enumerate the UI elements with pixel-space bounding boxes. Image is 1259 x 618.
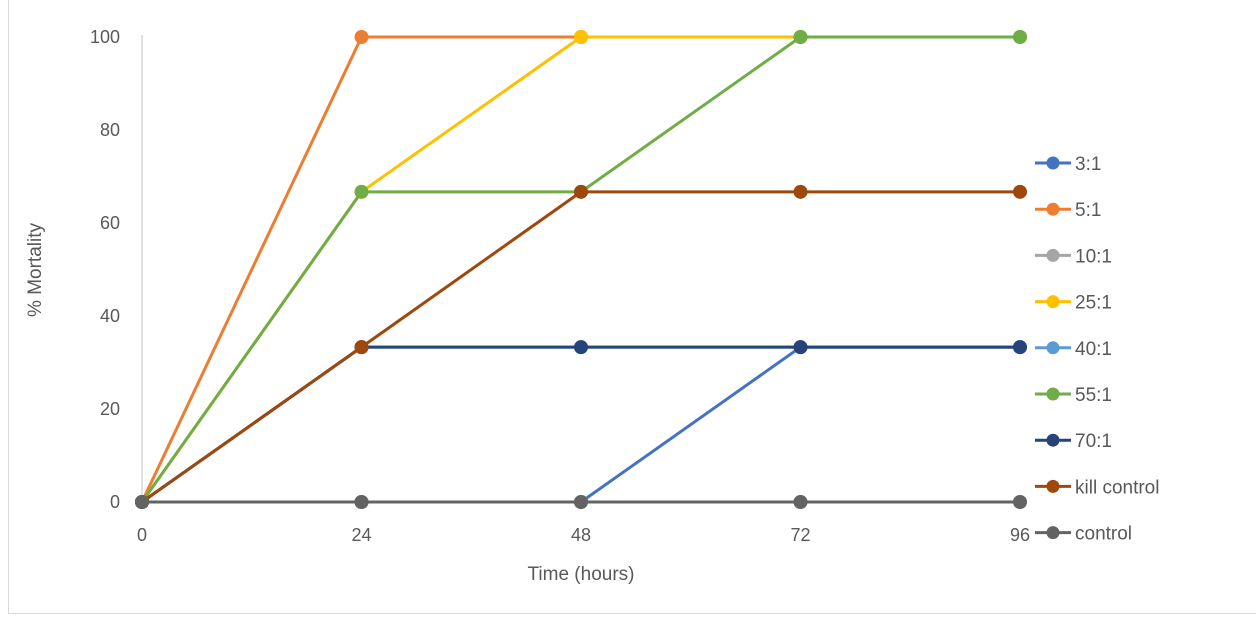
legend-marker bbox=[1046, 479, 1060, 493]
legend-label: 40:1 bbox=[1075, 339, 1112, 360]
legend-item: 3:1 bbox=[1035, 154, 1101, 175]
data-point bbox=[793, 340, 808, 355]
legend-item: 25:1 bbox=[1035, 293, 1112, 314]
y-tick-label: 20 bbox=[100, 399, 120, 419]
y-tick-label: 100 bbox=[90, 27, 120, 47]
series-25-1 bbox=[135, 30, 1027, 509]
legend-item: 10:1 bbox=[1035, 246, 1112, 267]
x-tick-label: 96 bbox=[1010, 525, 1030, 545]
series-40-1 bbox=[135, 340, 1027, 509]
data-point bbox=[135, 495, 149, 509]
data-point bbox=[1013, 184, 1027, 199]
legend-label: kill control bbox=[1075, 477, 1159, 498]
legend-label: 70:1 bbox=[1075, 431, 1112, 452]
series-70-1 bbox=[135, 340, 1027, 509]
y-tick-label: 80 bbox=[100, 120, 120, 140]
data-point bbox=[574, 30, 588, 44]
chart-frame bbox=[8, 0, 1256, 614]
legend-label: 10:1 bbox=[1075, 246, 1112, 267]
data-point bbox=[793, 30, 808, 44]
legend-marker bbox=[1046, 526, 1060, 540]
legend-marker bbox=[1046, 248, 1060, 262]
series-layer bbox=[135, 30, 1027, 509]
data-point bbox=[354, 340, 369, 355]
series-line bbox=[140, 35, 1020, 503]
legend-label: 3:1 bbox=[1075, 154, 1101, 175]
legend-label: 5:1 bbox=[1075, 200, 1101, 221]
x-axis-title: Time (hours) bbox=[528, 564, 635, 585]
data-point bbox=[574, 184, 588, 199]
legend-item: kill control bbox=[1035, 477, 1159, 498]
data-point bbox=[354, 30, 369, 44]
series-5-1 bbox=[135, 30, 1027, 509]
x-tick-label: 0 bbox=[137, 525, 147, 545]
data-point bbox=[793, 495, 808, 509]
legend-marker bbox=[1046, 433, 1060, 447]
legend-marker bbox=[1046, 387, 1060, 401]
data-point bbox=[1013, 30, 1027, 44]
legend-item: 70:1 bbox=[1035, 431, 1112, 452]
y-axis-title: % Mortality bbox=[25, 223, 46, 317]
data-point bbox=[1013, 340, 1027, 355]
series-line bbox=[140, 35, 1020, 503]
axes: 0 20 40 60 80 100 0 24 48 72 96 bbox=[90, 27, 1030, 545]
legend-item: 55:1 bbox=[1035, 385, 1112, 406]
x-tick-label: 48 bbox=[571, 525, 591, 545]
legend-label: control bbox=[1075, 524, 1132, 545]
legend-item: control bbox=[1035, 524, 1132, 545]
data-point bbox=[793, 184, 808, 199]
y-tick-label: 40 bbox=[100, 306, 120, 326]
legend-marker bbox=[1046, 295, 1060, 309]
x-tick-label: 72 bbox=[790, 525, 810, 545]
y-tick-label: 0 bbox=[110, 492, 120, 512]
series-kill-control bbox=[135, 184, 1027, 509]
legend-label: 25:1 bbox=[1075, 293, 1112, 314]
series-line bbox=[141, 345, 1020, 504]
legend-marker bbox=[1046, 341, 1060, 355]
data-point bbox=[574, 495, 588, 509]
legend-label: 55:1 bbox=[1075, 385, 1112, 406]
legend-marker bbox=[1046, 156, 1060, 170]
data-point bbox=[1013, 495, 1027, 509]
data-point bbox=[354, 495, 369, 509]
legend-item: 40:1 bbox=[1035, 339, 1112, 360]
series-line bbox=[140, 35, 1020, 503]
legend: 3:1 5:1 10:1 25:1 40:1 55:1 70:1 kill control co… bbox=[1035, 154, 1159, 545]
x-tick-label: 24 bbox=[351, 525, 371, 545]
legend-marker bbox=[1046, 202, 1060, 216]
y-tick-label: 60 bbox=[100, 213, 120, 233]
series-control bbox=[135, 495, 1027, 509]
data-point bbox=[574, 340, 588, 355]
series-3-1 bbox=[135, 340, 1027, 509]
series-55-1 bbox=[135, 30, 1027, 509]
series-line bbox=[142, 345, 1020, 504]
data-point bbox=[354, 184, 369, 199]
series-line bbox=[141, 345, 1020, 504]
legend-item: 5:1 bbox=[1035, 200, 1101, 221]
